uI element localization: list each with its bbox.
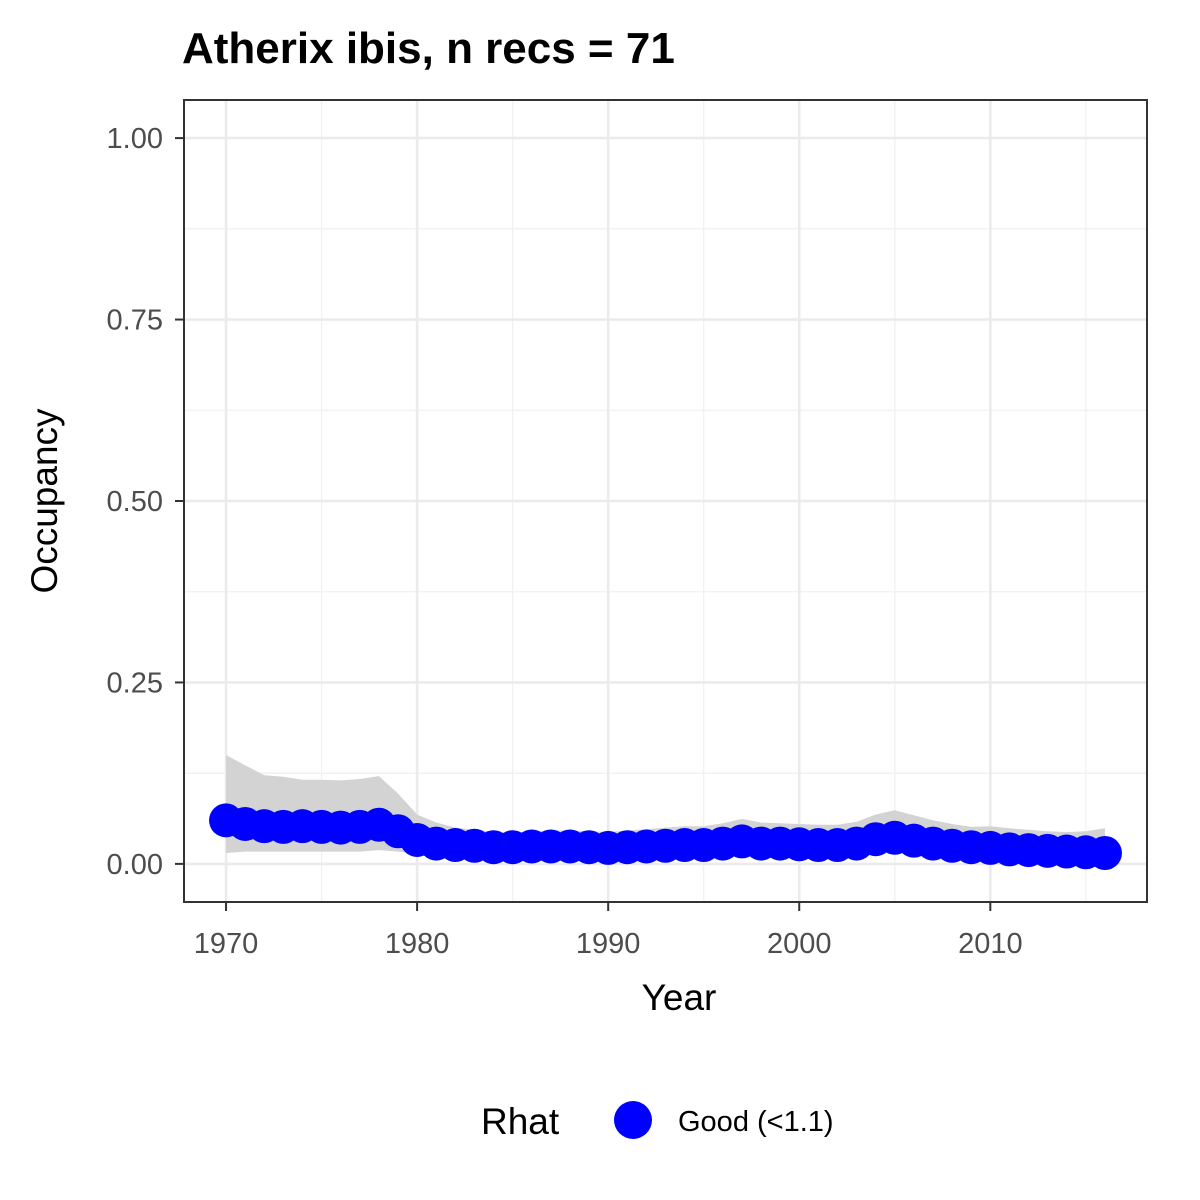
gridlines <box>184 100 1147 902</box>
y-axis: 0.00 0.25 0.50 0.75 1.00 <box>107 123 184 881</box>
x-tick-label: 2010 <box>958 928 1023 960</box>
y-tick-label: 1.00 <box>107 123 163 155</box>
x-tick-label: 1970 <box>194 928 259 960</box>
y-tick-label: 0.75 <box>107 305 163 337</box>
legend: Rhat Good (<1.1) <box>481 1101 834 1142</box>
x-axis: 1970 1980 1990 2000 2010 <box>194 902 1023 960</box>
data-point-2016 <box>1087 836 1122 871</box>
points-layer <box>209 803 1122 871</box>
y-tick-label: 0.00 <box>107 849 163 881</box>
y-axis-title: Occupancy <box>24 408 65 594</box>
y-tick-label: 0.25 <box>107 667 163 699</box>
x-tick-label: 1980 <box>385 928 450 960</box>
x-axis-title: Year <box>642 977 717 1018</box>
x-tick-label: 2000 <box>767 928 832 960</box>
x-tick-label: 1990 <box>576 928 641 960</box>
legend-title: Rhat <box>481 1101 560 1142</box>
legend-label-good: Good (<1.1) <box>678 1106 834 1138</box>
chart-title: Atherix ibis, n recs = 71 <box>182 24 675 73</box>
y-tick-label: 0.50 <box>107 486 163 518</box>
legend-key-good <box>614 1101 652 1139</box>
